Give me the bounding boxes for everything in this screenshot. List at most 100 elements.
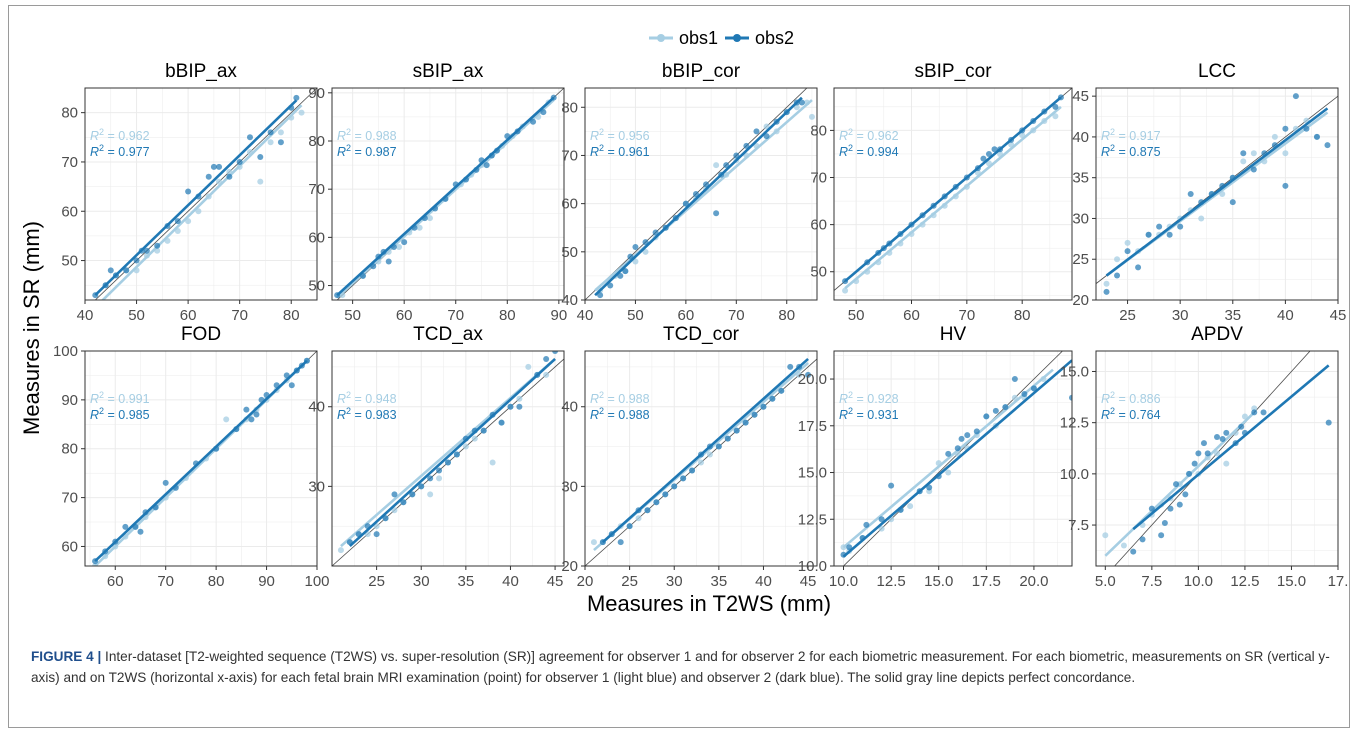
r2-label-obs2: R2 = 0.994 — [839, 143, 899, 159]
data-point-obs2 — [210, 163, 217, 170]
fit-line-obs1 — [842, 368, 1054, 549]
y-tick-label: 100 — [53, 343, 78, 360]
fit-line-obs2 — [601, 357, 809, 544]
y-tick-label: 15.0 — [1060, 363, 1089, 380]
data-point-obs1 — [713, 162, 720, 169]
data-point-obs1 — [267, 139, 274, 146]
data-point-obs1 — [1102, 532, 1109, 539]
x-tick-label: 20 — [577, 573, 594, 590]
data-point-obs2 — [733, 427, 740, 434]
data-point-obs2 — [878, 516, 885, 523]
figure-frame: obs1 obs2 R2 = 0.962 R2 = 0.977 bBIP_ax 40 50… — [8, 5, 1350, 728]
data-point-obs1 — [337, 547, 344, 554]
data-point-obs1 — [793, 104, 800, 111]
data-point-obs2 — [1325, 419, 1332, 426]
data-point-obs2 — [1139, 536, 1146, 543]
r2-label-obs2: R2 = 0.987 — [337, 143, 397, 159]
x-tick-label: 10.0 — [1184, 573, 1213, 590]
data-point-obs2 — [1187, 191, 1194, 197]
x-tick-label: 100 — [304, 573, 329, 590]
data-point-obs2 — [743, 142, 750, 149]
data-point-obs2 — [626, 523, 633, 530]
gridlines — [1096, 88, 1338, 300]
r2-label-obs2: R2 = 0.875 — [1101, 143, 1161, 159]
y-tick-label: 60 — [308, 229, 325, 246]
data-point-obs2 — [682, 200, 689, 207]
data-point-obs2 — [453, 451, 460, 458]
r2-label-obs2: R2 = 0.764 — [1101, 406, 1161, 422]
x-tick-label: 60 — [107, 573, 124, 590]
y-tick-label: 50 — [308, 278, 325, 295]
y-tick-label: 30 — [1072, 210, 1089, 227]
data-point-obs2 — [1114, 272, 1121, 279]
data-point-obs2 — [742, 419, 749, 426]
y-tick-label: 60 — [61, 538, 78, 555]
data-point-obs2 — [1195, 450, 1202, 457]
data-point-obs2 — [653, 499, 660, 506]
data-point-obs1 — [223, 416, 230, 423]
data-point-obs2 — [1145, 231, 1152, 238]
data-point-obs2 — [436, 467, 443, 474]
data-point-obs2 — [1167, 505, 1174, 512]
data-point-obs2 — [1069, 394, 1072, 401]
panel-border — [331, 350, 565, 567]
data-point-obs2 — [516, 403, 523, 410]
fit-line-obs2 — [94, 359, 308, 563]
data-point-obs1 — [1214, 450, 1220, 457]
x-tick-label: 35 — [458, 573, 475, 590]
r2-label-obs1: R2 = 0.948 — [337, 390, 397, 406]
legend-label-obs2: obs2 — [755, 28, 794, 48]
data-point-obs1 — [945, 469, 952, 476]
x-tick-label: 45 — [800, 573, 817, 590]
x-tick-label: 40 — [577, 307, 594, 324]
data-point-obs2 — [888, 482, 895, 489]
y-tick-label: 70 — [810, 170, 827, 187]
x-tick-label: 17.5 — [972, 573, 1001, 590]
data-point-obs1 — [590, 539, 597, 546]
panel-border — [833, 87, 1073, 301]
data-point-obs1 — [391, 507, 398, 514]
data-point-obs2 — [1251, 409, 1258, 416]
data-point-obs2 — [1191, 460, 1198, 467]
y-tick-label: 80 — [561, 99, 578, 116]
data-point-obs1 — [1250, 150, 1257, 157]
y-tick-label: 30 — [561, 478, 578, 495]
data-point-obs1 — [416, 224, 423, 231]
series-obs2 — [92, 94, 300, 299]
y-tick-label: 12.5 — [1060, 415, 1089, 432]
data-point-obs1 — [195, 208, 202, 215]
y-tick-label: 70 — [61, 490, 78, 507]
data-point-obs2 — [1158, 532, 1165, 539]
data-point-obs2 — [123, 267, 130, 274]
fit-line-obs1 — [1104, 411, 1256, 557]
y-tick-label: 50 — [61, 253, 78, 270]
data-point-obs2 — [980, 155, 987, 162]
panel-border — [1095, 350, 1339, 567]
data-point-obs2 — [1135, 264, 1142, 271]
y-tick-label: 7.5 — [1068, 517, 1089, 534]
r2-label-obs2: R2 = 0.985 — [90, 406, 150, 422]
data-point-obs2 — [627, 253, 634, 260]
y-tick-label: 10.0 — [798, 558, 827, 575]
x-tick-label: 80 — [283, 307, 300, 324]
panel-title: LCC — [1198, 61, 1236, 82]
data-point-obs2 — [1052, 103, 1059, 110]
x-tick-label: 60 — [678, 307, 695, 324]
data-point-obs2 — [973, 428, 980, 435]
data-point-obs2 — [778, 387, 785, 394]
y-axis-label: Measures in SR (mm) — [19, 221, 44, 435]
data-point-obs2 — [483, 162, 490, 169]
data-point-obs2 — [751, 411, 758, 418]
data-point-obs2 — [243, 406, 250, 413]
data-point-obs1 — [396, 244, 403, 250]
data-point-obs2 — [418, 483, 425, 490]
y-tick-label: 25 — [1072, 251, 1089, 268]
data-point-obs2 — [753, 128, 760, 135]
data-point-obs2 — [540, 109, 547, 116]
